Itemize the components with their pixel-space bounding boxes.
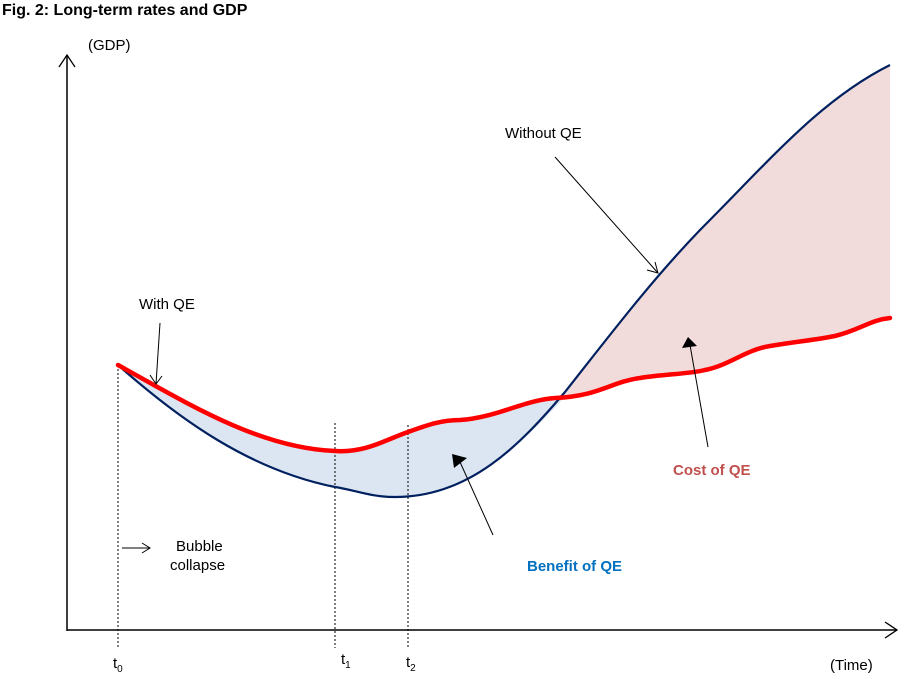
benefit-arrow [452, 454, 494, 536]
y-axis-label: (GDP) [88, 37, 131, 54]
without-qe-curve [117, 64, 891, 499]
y-axis [58, 53, 76, 631]
bubble-collapse-arrow [122, 542, 151, 554]
with-qe-arrow [149, 322, 163, 385]
cost-area [560, 65, 890, 398]
benefit-of-qe-label: Benefit of QE [527, 558, 622, 575]
without-qe-arrow [554, 156, 659, 274]
x-axis-label: (Time) [830, 657, 873, 674]
without-qe-label: Without QE [505, 125, 582, 142]
x-axis [67, 621, 899, 639]
benefit-area [118, 365, 565, 497]
cost-of-qe-label: Cost of QE [673, 462, 751, 479]
with-qe-curve [115, 315, 893, 454]
t0-label: t0 [113, 655, 123, 675]
bubble-collapse-label-line1: Bubble [176, 538, 223, 555]
with-qe-label: With QE [139, 296, 195, 313]
t2-label: t2 [406, 654, 416, 674]
t1-label: t1 [341, 651, 351, 671]
cost-arrow [682, 337, 709, 448]
figure-title: Fig. 2: Long-term rates and GDP [2, 2, 248, 19]
bubble-collapse-label-line2: collapse [170, 557, 225, 574]
